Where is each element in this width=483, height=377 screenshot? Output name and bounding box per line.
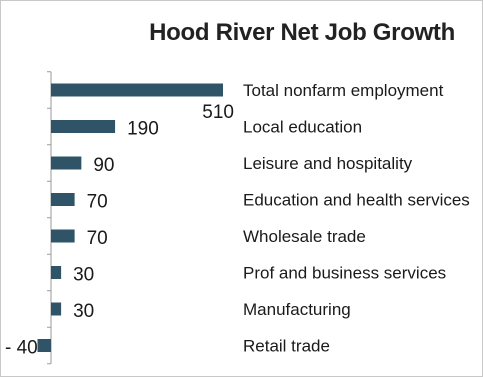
category-label: Manufacturing xyxy=(243,300,351,319)
category-label: Local education xyxy=(243,118,362,137)
chart-title: Hood River Net Job Growth xyxy=(149,19,455,46)
data-label: 30 xyxy=(73,301,94,322)
bar xyxy=(51,156,82,170)
data-label: 30 xyxy=(73,265,94,286)
category-label: Education and health services xyxy=(243,191,470,210)
category-label: Retail trade xyxy=(243,337,330,356)
data-label: 90 xyxy=(93,155,114,176)
data-label: 70 xyxy=(87,192,108,213)
bar xyxy=(51,302,62,316)
data-label: - 40 xyxy=(5,338,38,359)
bar xyxy=(51,120,116,133)
bar xyxy=(51,266,62,279)
category-label: Total nonfarm employment xyxy=(243,81,444,100)
category-label: Leisure and hospitality xyxy=(243,154,413,173)
bar xyxy=(51,229,75,243)
category-label: Wholesale trade xyxy=(243,227,366,246)
category-label: Prof and business services xyxy=(243,264,446,283)
data-label: 190 xyxy=(127,119,159,140)
bar xyxy=(51,193,75,206)
data-label: 70 xyxy=(87,228,108,249)
bar xyxy=(37,339,51,352)
bar xyxy=(51,83,223,97)
data-label: 510 xyxy=(202,102,234,123)
